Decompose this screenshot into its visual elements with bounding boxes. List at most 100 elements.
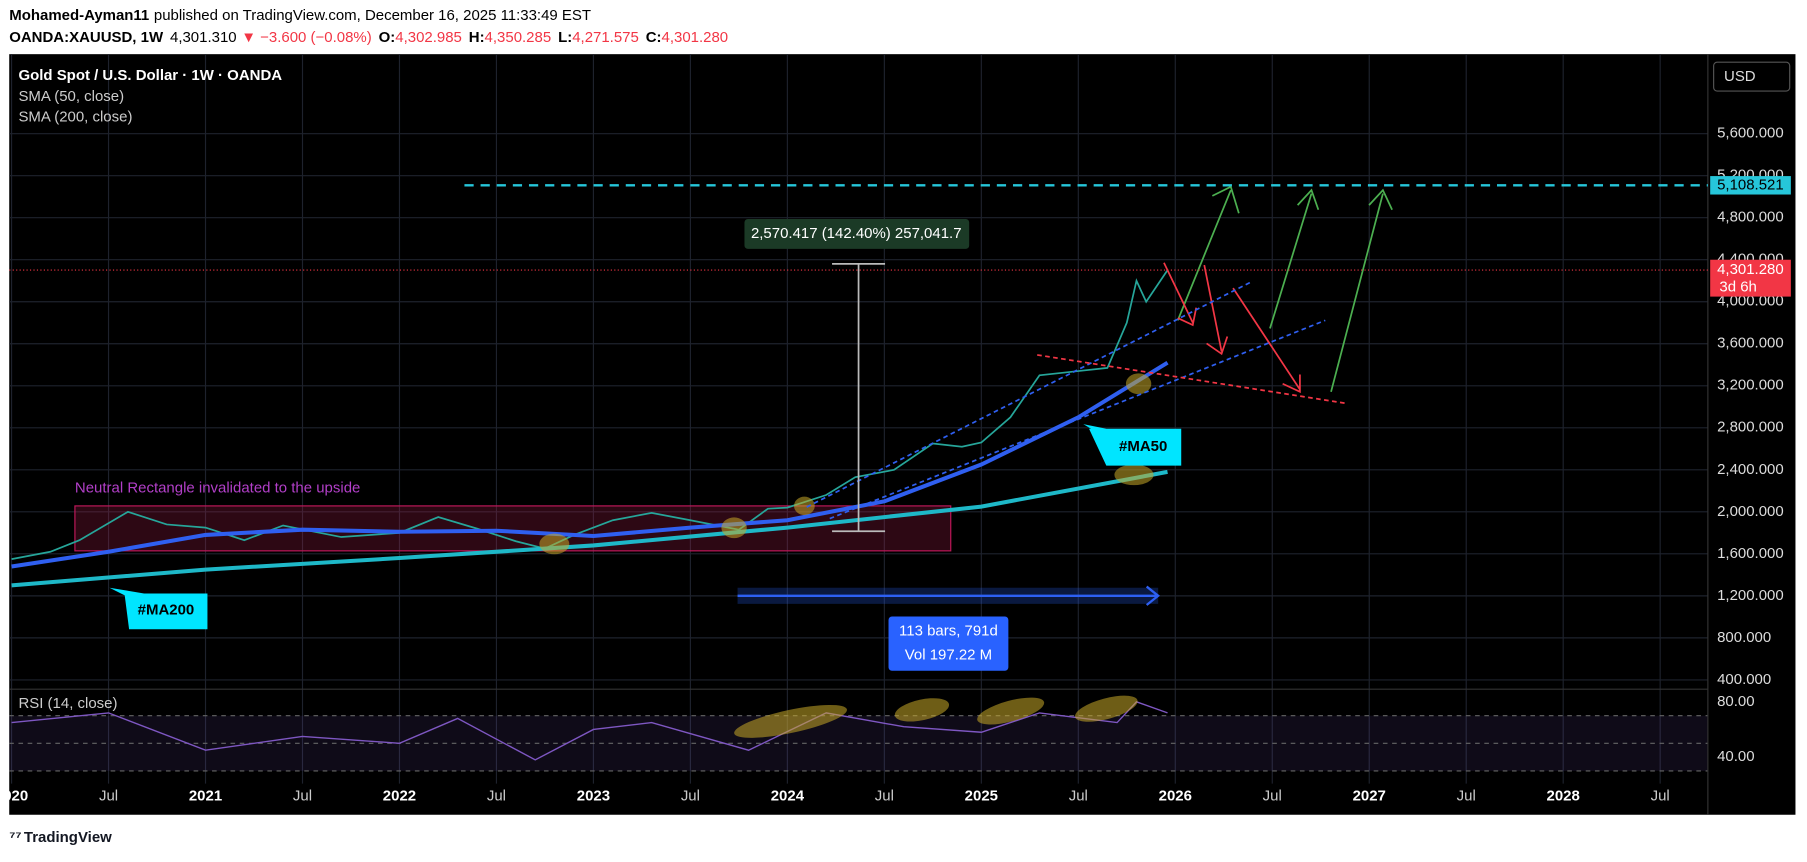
ohlc-value: 4,302.985 <box>395 29 462 46</box>
highlight <box>734 704 847 738</box>
arrow-up <box>1330 188 1393 393</box>
rsi-title: RSI (14, close) <box>18 695 117 712</box>
highlight <box>721 517 747 539</box>
ma50-label: #MA50 <box>1119 438 1167 455</box>
x-tick-label: 2024 <box>771 787 805 804</box>
highlight <box>1125 373 1152 395</box>
series-line <box>11 469 1168 588</box>
x-tick-label: Jul <box>99 787 118 804</box>
chart-title: Gold Spot / U.S. Dollar · 1W · OANDA <box>18 67 282 84</box>
ohlc-key: C: <box>646 29 662 46</box>
ohlc-key: L: <box>558 29 572 46</box>
x-tick-label: Jul <box>293 787 312 804</box>
x-tick-label: Jul <box>1263 787 1282 804</box>
y-tick-label: 2,800.000 <box>1717 419 1784 436</box>
trendline <box>806 281 1326 520</box>
range-bars: 113 bars, 791d <box>899 622 998 639</box>
y-tick-label: 4,000.000 <box>1717 293 1784 310</box>
y-tick-label: 1,600.000 <box>1717 545 1784 562</box>
countdown: 3d 6h <box>1719 278 1756 295</box>
legend-sma50: SMA (50, close) <box>18 88 124 105</box>
y-tick-label: 400.000 <box>1717 671 1771 688</box>
x-tick-label: 2022 <box>383 787 416 804</box>
range-label-bg <box>888 616 1009 671</box>
x-tick-label: Jul <box>1651 787 1670 804</box>
ma200-callout <box>109 587 208 630</box>
published: published on TradingView.com, December 1… <box>154 7 591 24</box>
measure-label: 2,570.417 (142.40%) 257,041.7 <box>751 225 962 242</box>
ma200-label: #MA200 <box>138 602 195 619</box>
chart-bg <box>9 54 1796 815</box>
highlight <box>794 496 815 516</box>
highlight <box>977 697 1045 725</box>
rsi-tick-label: 40.00 <box>1717 748 1754 765</box>
currency: USD <box>1724 68 1756 85</box>
last-price-label: 4,301.280 <box>1717 261 1784 278</box>
currency-button[interactable] <box>1713 61 1791 92</box>
change: ▼ −3.600 (−0.08%) <box>241 29 372 46</box>
last: 4,301.310 <box>170 29 237 46</box>
grid <box>9 54 1708 784</box>
ohlc-value: 4,271.575 <box>572 29 639 46</box>
y-tick-label: 5,600.000 <box>1717 125 1784 142</box>
x-tick-label: Jul <box>681 787 700 804</box>
ohlc-value: 4,350.285 <box>485 29 552 46</box>
x-tick-label: 2026 <box>1159 787 1192 804</box>
series-line <box>11 360 1169 569</box>
measure-line <box>832 263 886 533</box>
y-tick-label: 3,600.000 <box>1717 335 1784 352</box>
ohlc-value: 4,301.280 <box>662 29 729 46</box>
x-tick-label: Jul <box>875 787 894 804</box>
x-tick-label: 2020 <box>0 787 28 804</box>
range-vol: Vol 197.22 M <box>905 647 992 664</box>
y-tick-label: 3,200.000 <box>1717 377 1784 394</box>
highlight <box>894 698 950 722</box>
header-line-2: OANDA:XAUUSD, 1W 4,301.310 ▼ −3.600 (−0.08… <box>9 29 728 46</box>
last-price-bg <box>1710 259 1791 297</box>
x-tick-label: 2027 <box>1353 787 1386 804</box>
x-tick-label: 2025 <box>965 787 998 804</box>
brand: ⁷⁷ TradingView <box>9 829 112 846</box>
x-tick-label: Jul <box>1457 787 1476 804</box>
measure-label-bg <box>744 218 970 249</box>
y-tick-label: 800.000 <box>1717 629 1771 646</box>
ma50-callout <box>1083 424 1182 466</box>
y-tick-label: 4,800.000 <box>1717 209 1784 226</box>
series-line <box>11 269 1169 560</box>
x-tick-label: 2028 <box>1547 787 1580 804</box>
symbol: OANDA:XAUUSD, 1W <box>9 29 164 46</box>
rsi-tick-label: 80.00 <box>1717 693 1754 710</box>
x-tick-label: Jul <box>487 787 506 804</box>
x-tick-label: 2023 <box>577 787 610 804</box>
forecast-arrows <box>737 185 1393 606</box>
target-label: 5,108.521 <box>1717 176 1784 193</box>
highlight <box>1114 464 1154 486</box>
arrow-up <box>1176 185 1240 321</box>
arrow-up <box>1269 188 1320 329</box>
x-tick-label: 2021 <box>189 787 222 804</box>
plot <box>11 269 1169 761</box>
header-line-1: Mohamed-Ayman11 published on TradingView.… <box>9 7 591 24</box>
y-tick-label: 2,400.000 <box>1717 461 1784 478</box>
author: Mohamed-Ayman11 <box>9 7 149 24</box>
range-box <box>737 587 1159 604</box>
arrow-down <box>1163 262 1198 327</box>
y-tick-label: 1,200.000 <box>1717 587 1784 604</box>
x-tick-label: Jul <box>1069 787 1088 804</box>
ohlc-key: H: <box>469 29 485 46</box>
arrow-down <box>1203 264 1229 356</box>
ohlc-key: O: <box>379 29 396 46</box>
highlight <box>1075 695 1138 722</box>
series-line <box>11 701 1168 761</box>
legend-sma200: SMA (200, close) <box>18 108 132 125</box>
y-tick-label: 2,000.000 <box>1717 503 1784 520</box>
highlights <box>539 373 1154 738</box>
trendline <box>1037 354 1347 405</box>
rectangle-note: Neutral Rectangle invalidated to the ups… <box>75 480 360 497</box>
target-label-bg <box>1710 176 1791 195</box>
arrow-down <box>1232 287 1301 394</box>
brand-name: TradingView <box>24 829 112 846</box>
range-arrow <box>737 585 1161 606</box>
highlight <box>539 533 570 555</box>
